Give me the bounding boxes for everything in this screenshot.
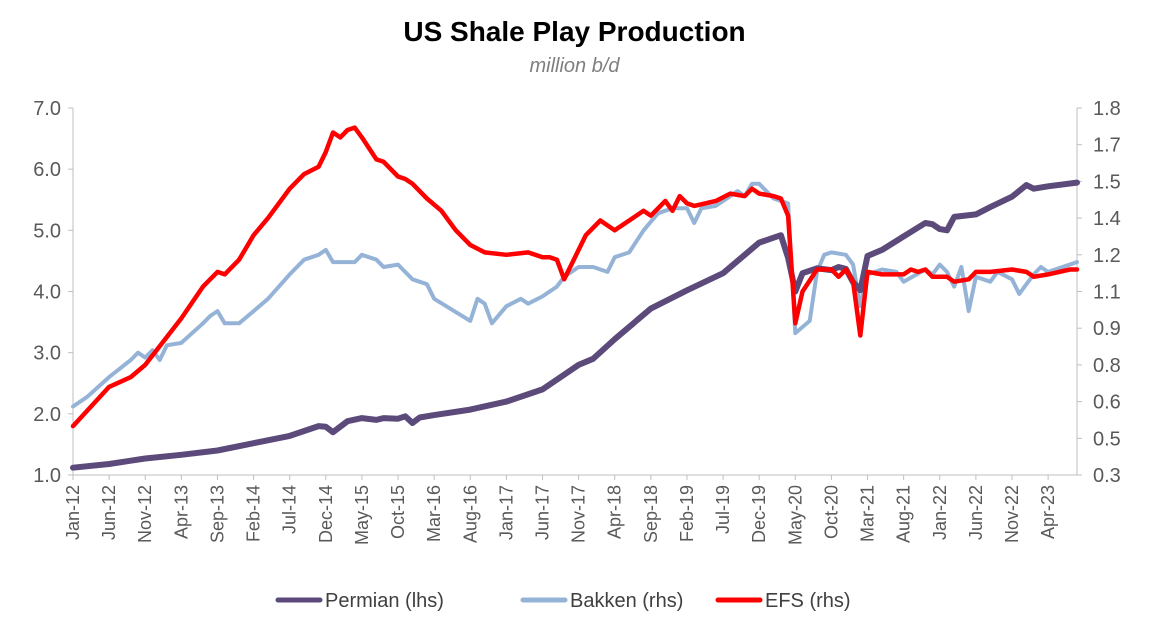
y-left-tick-label: 1.0 xyxy=(33,465,61,487)
chart-subtitle: million b/d xyxy=(529,55,620,77)
y-right-tick-label: 1.7 xyxy=(1093,135,1121,157)
x-tick-label: Aug-21 xyxy=(894,485,914,543)
x-tick-label: Jul-19 xyxy=(713,485,733,534)
legend-label-efs: EFS (rhs) xyxy=(765,590,851,612)
x-tick-label: Jun-22 xyxy=(966,485,986,540)
x-tick-label: Nov-17 xyxy=(569,485,589,543)
y-left-tick-label: 3.0 xyxy=(33,343,61,365)
chart-title: US Shale Play Production xyxy=(403,16,746,47)
x-tick-label: Mar-16 xyxy=(424,485,444,542)
y-left-tick-label: 2.0 xyxy=(33,404,61,426)
y-right-tick-label: 1.4 xyxy=(1093,208,1121,230)
x-tick-label: Apr-13 xyxy=(171,485,191,539)
x-tick-label: Sep-18 xyxy=(641,485,661,543)
x-tick-label: Jun-17 xyxy=(532,485,552,540)
y-right-tick-label: 0.3 xyxy=(1093,465,1121,487)
x-tick-label: Feb-19 xyxy=(677,485,697,542)
x-tick-label: Feb-14 xyxy=(244,485,264,542)
x-tick-label: Mar-21 xyxy=(858,485,878,542)
x-tick-label: Nov-12 xyxy=(135,485,155,543)
y-left-tick-label: 7.0 xyxy=(33,98,61,120)
x-tick-label: Dec-14 xyxy=(316,485,336,543)
x-tick-label: Jan-22 xyxy=(930,485,950,540)
legend-label-permian: Permian (lhs) xyxy=(325,590,444,612)
x-tick-label: May-20 xyxy=(785,485,805,545)
y-left-tick-label: 5.0 xyxy=(33,220,61,242)
x-tick-label: Sep-13 xyxy=(207,485,227,543)
x-tick-label: Jan-12 xyxy=(63,485,83,540)
y-right-tick-label: 0.8 xyxy=(1093,355,1121,377)
x-tick-label: Apr-18 xyxy=(605,485,625,539)
y-right-tick-label: 1.2 xyxy=(1093,245,1121,267)
y-right-tick-label: 0.6 xyxy=(1093,392,1121,414)
series-line-permian xyxy=(70,179,1080,471)
series-line-efs xyxy=(70,125,1080,429)
x-tick-label: Jan-17 xyxy=(496,485,516,540)
x-tick-label: Dec-19 xyxy=(749,485,769,543)
legend-label-bakken: Bakken (rhs) xyxy=(570,590,683,612)
y-right-tick-label: 1.8 xyxy=(1093,98,1121,120)
x-tick-label: May-15 xyxy=(352,485,372,545)
y-right-tick-label: 1.1 xyxy=(1093,282,1121,304)
y-right-tick-label: 1.5 xyxy=(1093,171,1121,193)
x-tick-label: Oct-15 xyxy=(388,485,408,539)
x-tick-label: Aug-16 xyxy=(460,485,480,543)
x-tick-label: Nov-22 xyxy=(1002,485,1022,543)
y-right-tick-label: 0.5 xyxy=(1093,428,1121,450)
series-line-bakken xyxy=(71,181,1079,409)
x-tick-label: Oct-20 xyxy=(821,485,841,539)
y-left-tick-label: 6.0 xyxy=(33,159,61,181)
x-tick-label: Apr-23 xyxy=(1038,485,1058,539)
y-left-tick-label: 4.0 xyxy=(33,282,61,304)
x-tick-label: Jul-14 xyxy=(280,485,300,534)
x-tick-label: Jun-12 xyxy=(99,485,119,540)
y-right-tick-label: 0.9 xyxy=(1093,318,1121,340)
